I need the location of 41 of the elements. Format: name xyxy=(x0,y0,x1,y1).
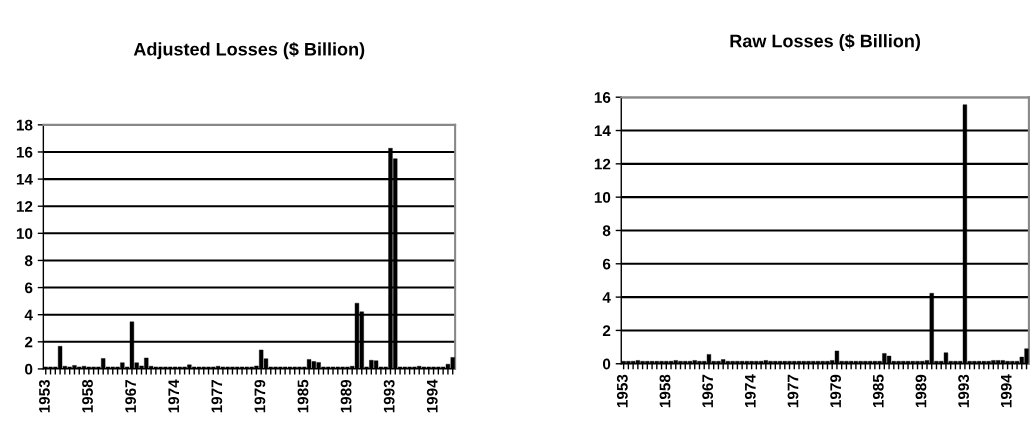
x-tick-label: 1979 xyxy=(254,379,266,413)
y-tick-label: 16 xyxy=(594,92,611,103)
x-tick-label: 1958 xyxy=(659,374,671,408)
x-tick-label: 1985 xyxy=(297,379,309,413)
x-tick-label: 1989 xyxy=(340,379,352,413)
y-tick-label: 12 xyxy=(16,201,33,212)
y-tick-label: 4 xyxy=(24,309,33,321)
chart-title: Adjusted Losses ($ Billion) xyxy=(133,42,365,60)
y-tick-label: 16 xyxy=(16,146,33,158)
x-tick-label: 1974 xyxy=(168,379,180,413)
x-tick-label: 1994 xyxy=(426,379,438,413)
x-tick-label: 1958 xyxy=(82,379,93,413)
x-tick-label: 1953 xyxy=(39,379,50,413)
x-tick-label: 1974 xyxy=(744,374,756,408)
y-tick-label: 0 xyxy=(602,358,611,370)
y-tick-label: 6 xyxy=(24,282,33,294)
y-tick-label: 14 xyxy=(594,125,611,137)
y-tick-label: 14 xyxy=(16,174,33,185)
y-tick-label: 8 xyxy=(602,225,611,237)
x-tick-label: 1967 xyxy=(125,380,137,413)
y-tick-label: 2 xyxy=(24,336,33,348)
y-tick-label: 0 xyxy=(25,363,33,375)
y-tick-label: 4 xyxy=(602,292,611,303)
x-tick-label: 1977 xyxy=(787,374,799,408)
y-tick-label: 8 xyxy=(24,255,33,267)
y-tick-label: 6 xyxy=(602,258,611,270)
y-tick-label: 2 xyxy=(602,325,611,336)
x-tick-label: 1993 xyxy=(958,374,970,408)
x-tick-label: 1994 xyxy=(1000,374,1012,408)
x-tick-label: 1979 xyxy=(830,374,842,408)
chart-title: Raw Losses ($ Billion) xyxy=(730,33,921,51)
x-tick-label: 1967 xyxy=(702,374,714,408)
x-tick-label: 1993 xyxy=(383,379,395,413)
y-tick-label: 10 xyxy=(594,192,611,203)
y-tick-label: 10 xyxy=(16,228,33,240)
x-tick-label: 1985 xyxy=(872,374,884,408)
y-tick-label: 18 xyxy=(16,119,33,131)
y-tick-label: 12 xyxy=(594,158,611,170)
x-tick-label: 1953 xyxy=(616,374,628,408)
x-tick-label: 1977 xyxy=(211,380,223,413)
x-tick-label: 1989 xyxy=(915,374,927,408)
